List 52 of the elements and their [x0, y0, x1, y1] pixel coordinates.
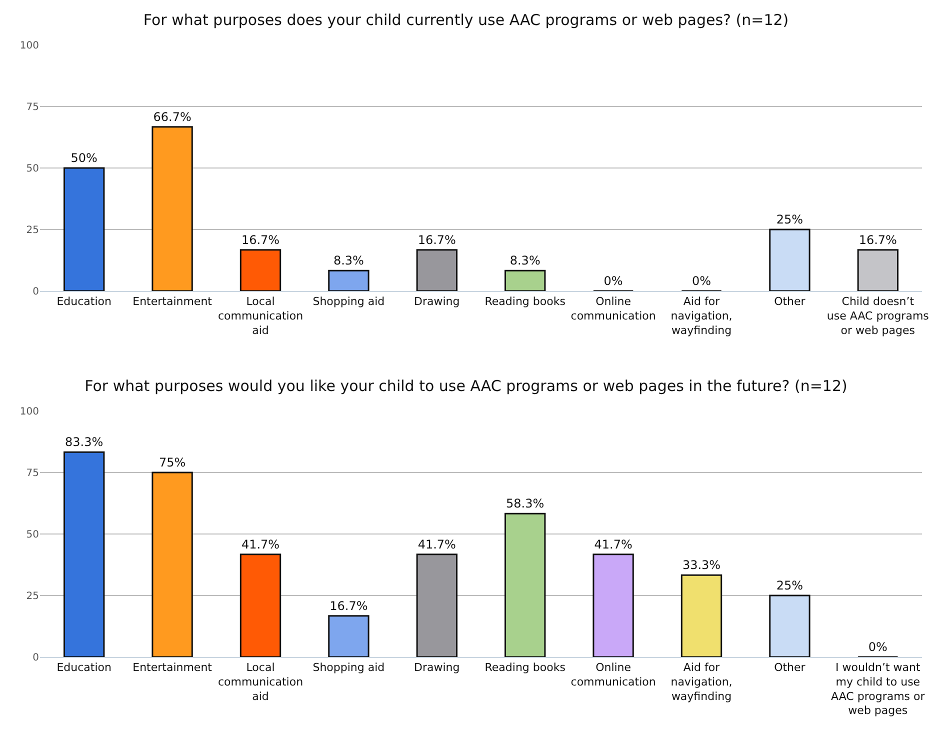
x-tick-label: Entertainment — [132, 295, 213, 308]
data-label: 58.3% — [506, 496, 544, 511]
y-tick-label: 100 — [20, 406, 39, 418]
x-tick-label: Local communication aid — [218, 295, 304, 337]
data-label: 75% — [158, 456, 186, 470]
data-label: 16.7% — [418, 232, 456, 247]
y-tick-label: 50 — [26, 164, 39, 174]
data-label: 8.3% — [333, 254, 364, 268]
data-label: 0% — [868, 640, 888, 654]
data-label: 16.7% — [241, 232, 280, 247]
y-tick-label: 100 — [20, 40, 39, 52]
data-label: 0% — [692, 274, 712, 288]
y-tick-label: 75 — [26, 468, 39, 479]
x-tick-label: Aid for navigation, wayfinding — [670, 295, 732, 337]
x-tick-label: Other — [774, 295, 806, 308]
x-tick-label: Drawing — [414, 661, 460, 674]
x-tick-label: Aid for navigation, wayfinding — [670, 661, 732, 703]
x-tick-label: Local communication aid — [218, 661, 304, 703]
x-tick-label: I wouldn’t want my child to use AAC programs or web pages — [831, 661, 926, 718]
x-tick-label: Reading books — [484, 295, 566, 308]
x-tick-label: Online communication — [570, 661, 656, 688]
x-tick-label: Other — [774, 661, 806, 674]
data-label: 41.7% — [241, 537, 280, 552]
data-label: 33.3% — [682, 558, 721, 572]
data-label: 25% — [776, 578, 804, 592]
data-label: 8.3% — [510, 254, 540, 268]
x-tick-label: Reading books — [484, 661, 566, 674]
data-label: 66.7% — [153, 110, 192, 124]
data-label: 41.7% — [418, 537, 456, 552]
x-tick-label: Shopping aid — [312, 295, 385, 308]
data-label: 16.7% — [330, 598, 368, 613]
x-tick-label: Entertainment — [132, 661, 213, 674]
x-tick-label: Online communication — [570, 295, 656, 322]
data-label: 50% — [70, 151, 98, 165]
y-tick-label: 25 — [26, 225, 39, 236]
data-label: 83.3% — [65, 435, 104, 450]
y-tick-label: 0 — [32, 652, 39, 664]
y-tick-label: 25 — [26, 591, 39, 602]
y-tick-label: 75 — [26, 102, 39, 113]
x-tick-label: Drawing — [414, 295, 460, 308]
x-tick-label: Education — [56, 661, 112, 674]
data-label: 16.7% — [858, 232, 897, 247]
data-label: 0% — [604, 274, 623, 288]
y-tick-label: 50 — [26, 530, 39, 540]
y-tick-label: 0 — [32, 286, 39, 298]
x-tick-label: Education — [56, 295, 112, 308]
data-label: 41.7% — [594, 537, 632, 552]
x-tick-label: Child doesn’t use AAC programs or web pages — [826, 295, 930, 337]
chart-title: For what purposes would you like your child to use AAC programs or web pages in the future? (n=12) — [84, 377, 848, 396]
x-tick-label: Shopping aid — [312, 661, 385, 674]
chart-title: For what purposes does your child currently use AAC programs or web pages? (n=12) — [143, 11, 789, 30]
data-label: 25% — [776, 212, 804, 226]
